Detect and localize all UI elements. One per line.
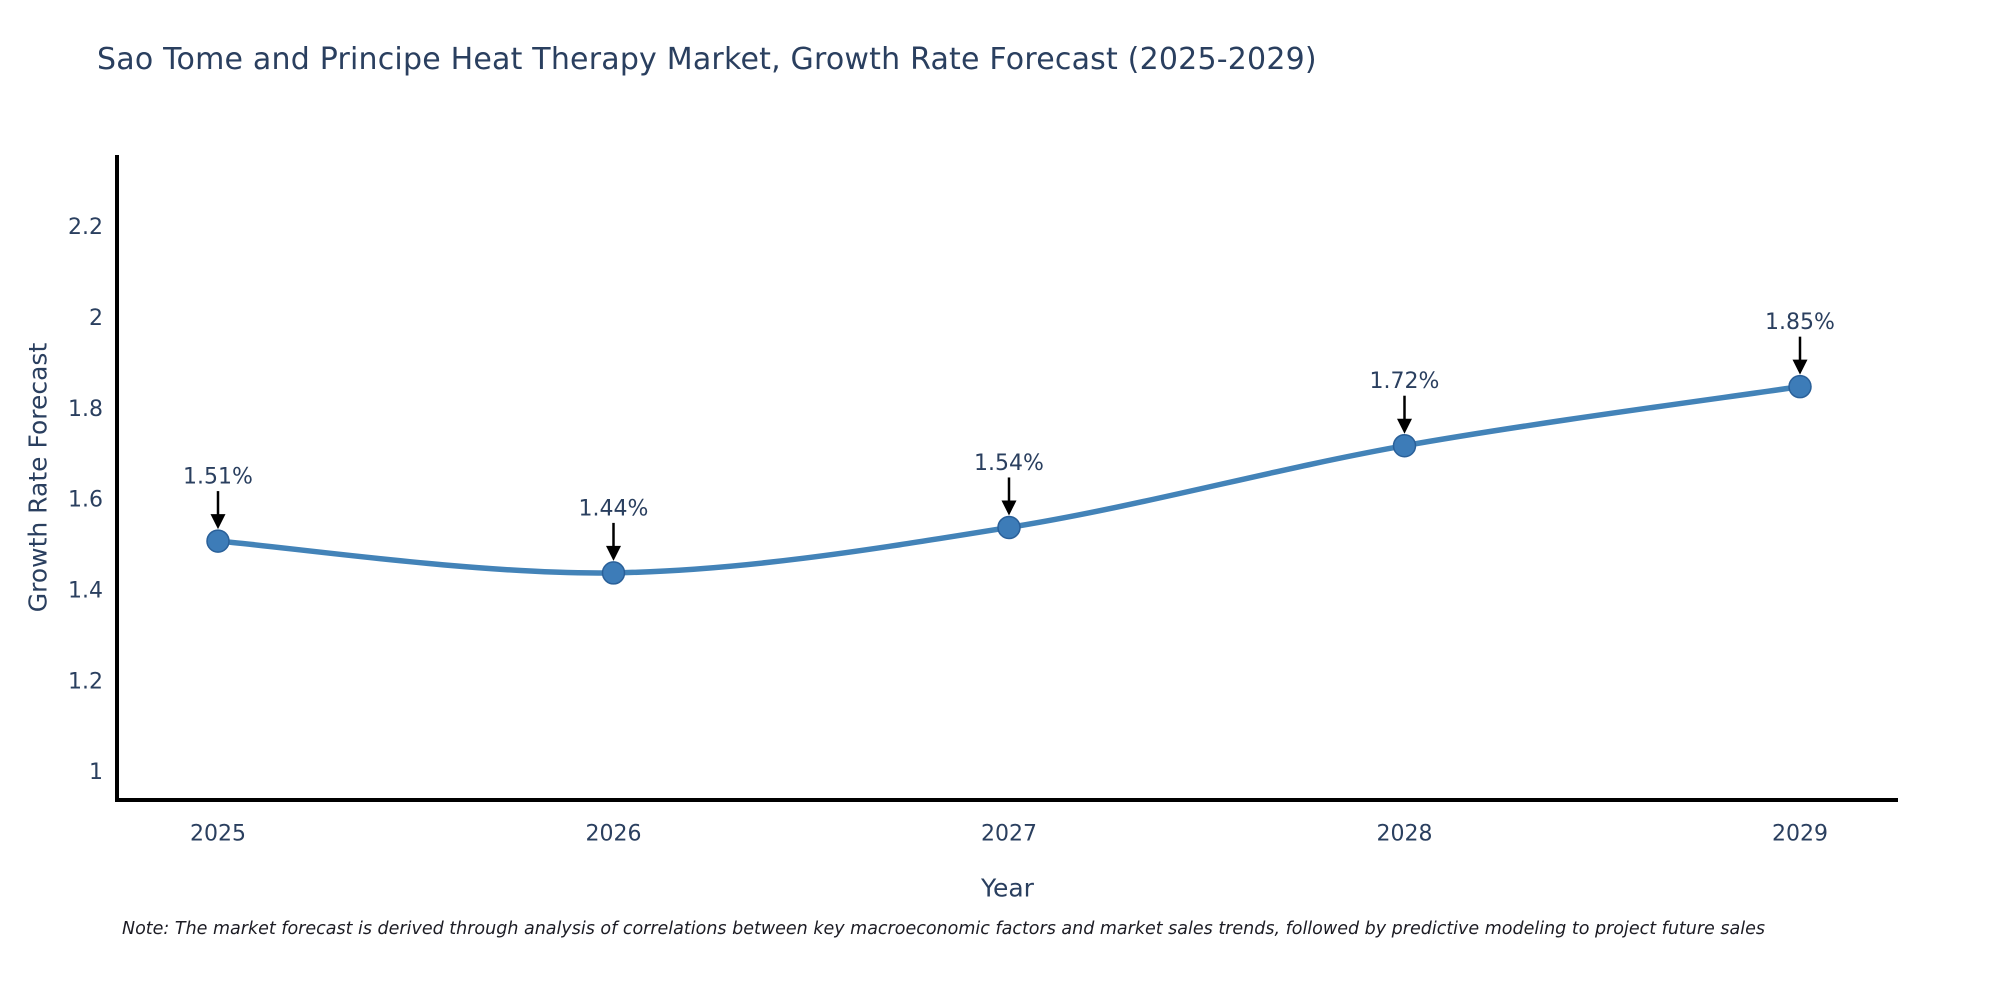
annotation-arrowhead	[210, 514, 226, 530]
annotation-arrowhead	[1397, 418, 1412, 434]
annotation-arrowhead	[1001, 500, 1017, 516]
footnote-text: Note: The market forecast is derived thr…	[122, 919, 1765, 939]
data-point-marker	[997, 515, 1021, 540]
y-tick-label: 1.2	[68, 669, 103, 694]
y-tick-label: 2	[89, 306, 103, 331]
x-tick-label: 2029	[1772, 822, 1828, 847]
y-axis-title: Growth Rate Forecast	[24, 343, 53, 613]
x-tick-label: 2025	[190, 822, 246, 847]
x-tick-label: 2027	[981, 822, 1037, 847]
y-tick-label: 2.2	[68, 215, 103, 240]
point-annotation: 1.51%	[183, 465, 253, 490]
x-tick-label: 2028	[1377, 822, 1433, 847]
x-tick-label: 2026	[586, 822, 642, 847]
chart-title: Sao Tome and Principe Heat Therapy Marke…	[97, 42, 1317, 77]
point-annotation: 1.72%	[1370, 369, 1440, 394]
data-point-marker	[1788, 374, 1812, 399]
point-annotation: 1.54%	[974, 451, 1044, 476]
annotation-arrowhead	[606, 545, 621, 561]
data-point-marker	[206, 529, 230, 553]
annotation-arrowhead	[1792, 359, 1808, 375]
y-tick-label: 1	[89, 760, 103, 785]
y-tick-label: 1.8	[68, 397, 103, 422]
point-annotation: 1.44%	[579, 496, 649, 521]
point-annotation: 1.85%	[1765, 310, 1835, 335]
y-tick-label: 1.6	[68, 488, 103, 513]
data-point-marker	[601, 561, 626, 585]
y-tick-label: 1.4	[68, 579, 103, 604]
data-point-marker	[1392, 433, 1417, 458]
x-axis-title: Year	[980, 874, 1035, 903]
